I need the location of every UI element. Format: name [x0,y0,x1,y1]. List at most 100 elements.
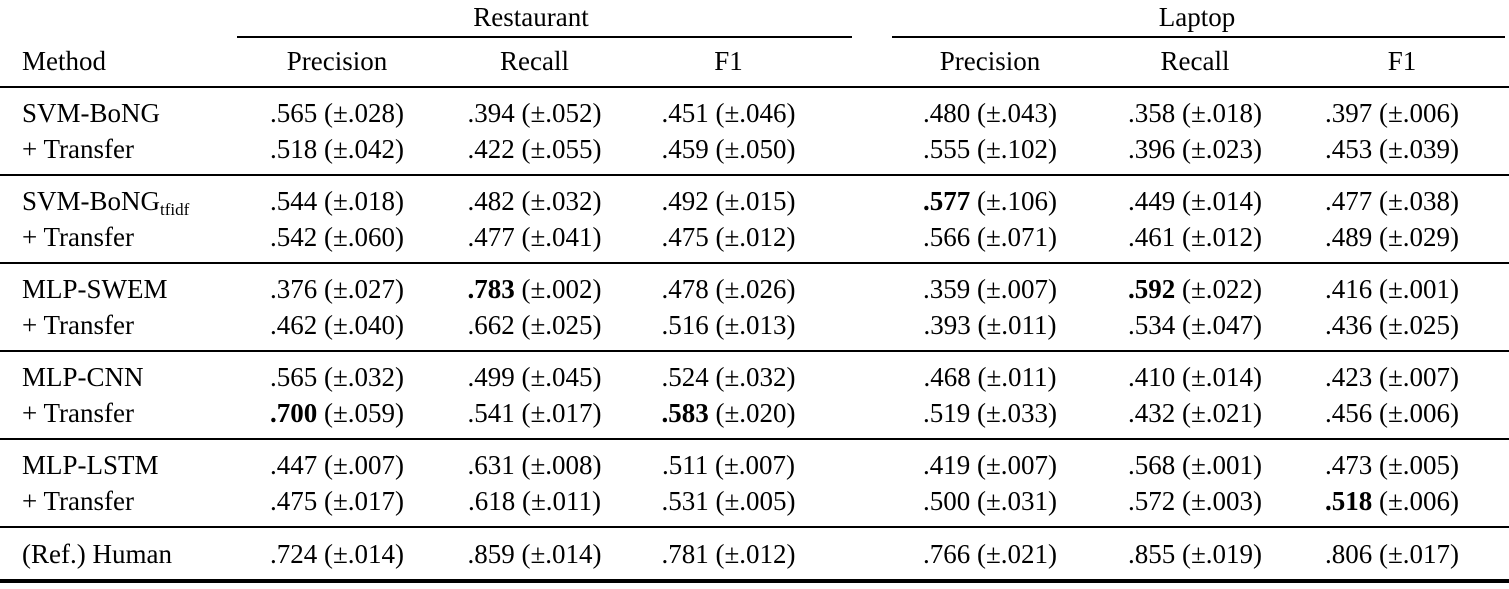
metric-value: .451 [661,98,709,128]
metric-std: (±.028) [323,98,405,128]
column-header-row: Method Precision Recall F1 Precision Rec… [0,36,1509,88]
metric-std: (±.050) [715,134,796,164]
metric-cell: .489 (±.029) [1295,219,1509,264]
metric-std: (±.029) [1379,222,1460,252]
metric-std: (±.014) [1181,362,1263,392]
metric-cell: .806 (±.017) [1295,527,1509,581]
metric-std: (±.003) [1181,486,1263,516]
method-column-header: Method [0,36,237,88]
metric-cell: .393 (±.011) [885,307,1096,352]
metric-value: .459 [661,134,709,164]
metric-std: (±.015) [715,186,796,216]
metric-cell: .855 (±.019) [1095,527,1295,581]
method-cell: MLP-CNN [0,351,237,395]
column-gap [825,395,886,440]
metric-value: .531 [661,486,709,516]
metric-cell: .766 (±.021) [885,527,1095,581]
metric-value: .781 [661,539,709,569]
metric-cell: .396 (±.023) [1095,131,1296,176]
metric-cell: .459 (±.050) [632,131,826,176]
metric-std: (±.019) [1181,539,1263,569]
table-row: SVM-BoNG .565 (±.028) .394 (±.052) .451 (±.… [0,87,1509,131]
metric-cell: .700 (±.059) [237,395,437,440]
method-subscript: tfidf [160,200,190,219]
metric-std: (±.011) [521,486,602,516]
restaurant-f1-column-header: F1 [632,36,826,88]
metric-value: .432 [1127,398,1176,428]
metric-value: .541 [467,398,515,428]
metric-cell: .531 (±.005) [632,483,826,528]
metric-std: (±.040) [323,310,405,340]
metric-value: .583 [661,398,709,428]
method-label: + Transfer [22,310,134,340]
group-header-row: Restaurant Laptop [0,0,1509,36]
metric-cell: .518 (±.042) [237,131,437,176]
group-header-restaurant: Restaurant [237,0,825,36]
table-row: + Transfer .462 (±.040) .662 (±.025) .516 (… [0,307,1509,352]
metric-std: (±.033) [976,398,1058,428]
metric-cell: .416 (±.001) [1295,263,1509,307]
metric-std: (±.102) [976,134,1058,164]
metric-cell: .473 (±.005) [1295,439,1509,483]
metric-value: .859 [467,539,515,569]
method-cell: MLP-LSTM [0,439,237,483]
metric-cell: .477 (±.041) [437,219,632,264]
metric-value: .396 [1127,134,1176,164]
metric-cell: .453 (±.039) [1295,131,1509,176]
metric-std: (±.059) [323,398,405,428]
metric-value: .518 [1325,486,1373,516]
metric-value: .568 [1127,450,1176,480]
metric-value: .518 [269,134,318,164]
table-row: MLP-LSTM .447 (±.007) .631 (±.008) .511 (±.… [0,439,1509,483]
metric-value: .477 [467,222,515,252]
metric-cell: .376 (±.027) [237,263,437,307]
metric-cell: .565 (±.028) [237,87,437,131]
metric-std: (±.007) [1379,362,1460,392]
table-row: MLP-SWEM .376 (±.027) .783 (±.002) .478 (±.… [0,263,1509,307]
metric-value: .806 [1325,539,1373,569]
metric-std: (±.012) [715,539,796,569]
restaurant-group-rule [237,36,852,38]
metric-std: (±.032) [521,186,602,216]
metric-std: (±.001) [1379,274,1460,304]
metric-value: .410 [1127,362,1176,392]
metric-value: .631 [467,450,515,480]
metric-cell: .478 (±.026) [632,263,825,307]
metric-value: .519 [922,398,971,428]
metric-cell: .631 (±.008) [437,439,632,483]
metric-std: (±.005) [715,486,796,516]
metric-value: .766 [922,539,971,569]
restaurant-group-label: Restaurant [473,2,589,32]
table-row: SVM-BoNGtfidf .544 (±.018) .482 (±.032) .49… [0,175,1509,219]
metric-std: (±.006) [1379,398,1460,428]
metric-cell: .555 (±.102) [885,131,1096,176]
metric-cell: .461 (±.012) [1095,219,1296,264]
metric-cell: .618 (±.011) [437,483,632,528]
metric-cell: .449 (±.014) [1095,175,1295,219]
metric-cell: .468 (±.011) [885,351,1095,395]
metric-cell: .592 (±.022) [1095,263,1295,307]
metric-std: (±.046) [715,98,796,128]
metric-cell: .499 (±.045) [437,351,632,395]
metric-std: (±.023) [1181,134,1263,164]
metric-value: .511 [661,450,709,480]
metric-std: (±.014) [323,539,405,569]
metric-cell: .397 (±.006) [1295,87,1509,131]
metric-value: .468 [923,362,971,392]
metric-std: (±.014) [521,539,602,569]
metric-std: (±.006) [1379,98,1460,128]
metric-cell: .542 (±.060) [237,219,437,264]
metric-cell: .572 (±.003) [1095,483,1296,528]
metric-value: .499 [467,362,515,392]
metric-value: .516 [661,310,709,340]
metric-cell: .492 (±.015) [632,175,825,219]
table-body: SVM-BoNG .565 (±.028) .394 (±.052) .451 (±.… [0,87,1509,581]
group-header-empty-cell [0,0,237,36]
metric-cell: .432 (±.021) [1095,395,1296,440]
metric-value: .475 [661,222,709,252]
metric-std: (±.026) [715,274,796,304]
metric-std: (±.007) [714,450,796,480]
metric-std: (±.038) [1379,186,1460,216]
metric-cell: .419 (±.007) [885,439,1095,483]
